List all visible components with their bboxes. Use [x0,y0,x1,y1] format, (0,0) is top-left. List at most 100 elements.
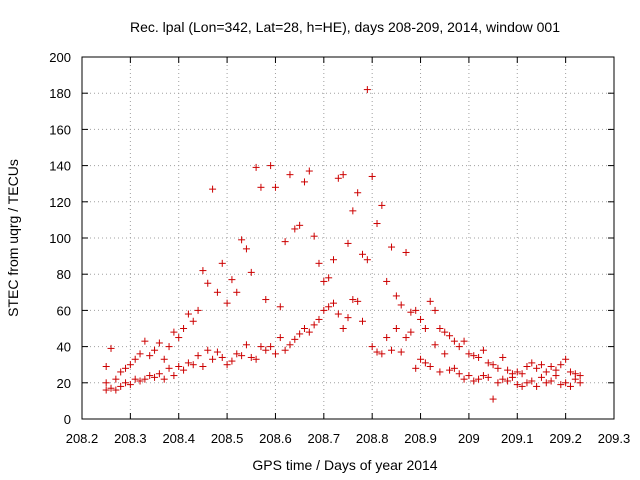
data-point [122,364,130,372]
data-point [141,375,149,383]
data-point [228,276,236,284]
data-point [388,243,396,251]
data-point [242,245,250,253]
data-point [523,379,531,387]
y-tick-labels: 0 20 40 60 80 100 120 140 160 180 200 [49,50,71,427]
data-point [315,259,323,267]
data-point [296,330,304,338]
data-point [257,343,265,351]
data-point [233,288,241,296]
data-point [562,355,570,363]
x-tick-label: 208.4 [162,431,195,446]
data-point [533,382,541,390]
data-point [242,341,250,349]
data-point [349,207,357,215]
data-point [291,335,299,343]
data-point [566,368,574,376]
data-point [194,306,202,314]
data-point [518,370,526,378]
data-point [392,325,400,332]
data-point [310,232,318,240]
data-point [566,382,574,390]
data-point [194,352,202,360]
x-tick-label: 208.7 [308,431,341,446]
data-point [247,353,255,361]
chart-title: Rec. lpal (Lon=342, Lat=28, h=HE), days … [130,19,560,35]
x-tick-label: 208.6 [259,431,292,446]
x-tick-label: 208.8 [356,431,389,446]
data-point [131,355,139,363]
x-tick-label: 208.9 [404,431,437,446]
data-point [102,363,110,371]
data-point [484,373,492,381]
data-point [576,379,584,387]
data-point [267,343,275,351]
data-point [170,372,178,380]
data-point [141,337,149,345]
data-point [204,279,212,287]
data-point [117,368,125,376]
data-point [252,163,260,171]
data-point [160,375,168,383]
grid-lines [82,57,614,419]
data-point [262,296,270,304]
data-point [489,395,497,403]
y-tick-label: 40 [57,340,71,355]
data-point [238,352,246,360]
data-point [489,361,497,369]
data-point [528,359,536,367]
x-tick-label: 209.1 [501,431,534,446]
data-point [388,346,396,354]
data-point [542,368,550,376]
data-point [151,373,159,381]
data-point [112,375,120,383]
data-point [407,308,415,316]
data-point [204,346,212,354]
data-point [349,296,357,304]
data-point [484,359,492,367]
data-point [267,162,275,170]
data-point [426,363,434,371]
data-point [334,174,342,182]
data-point [155,339,163,347]
data-point [465,350,473,358]
data-point [165,364,173,372]
data-point [436,368,444,376]
data-point [233,350,241,358]
data-point [354,189,362,197]
data-point [175,334,183,342]
data-point [281,238,289,246]
data-point [499,375,507,383]
data-point [528,377,536,385]
y-tick-label: 100 [49,231,71,246]
y-tick-label: 160 [49,122,71,137]
x-tick-labels: 208.2 208.3 208.4 208.5 208.6 208.7 208.8 208.9… [66,431,631,446]
data-point [537,361,545,369]
data-point [431,341,439,349]
data-point [271,183,279,191]
data-point [402,334,410,342]
data-point [315,315,323,323]
y-axis-title: STEC from uqrg / TECUs [5,159,21,317]
x-axis-title: GPS time / Days of year 2014 [252,457,437,473]
data-point [339,325,347,332]
data-point [542,379,550,387]
data-point [378,350,386,358]
data-point [218,259,226,267]
data-point [479,372,487,380]
data-point [213,348,221,356]
data-point [494,364,502,372]
data-point [431,306,439,314]
data-point [262,346,270,354]
data-point [373,348,381,356]
data-point [184,310,192,318]
data-point [223,299,231,307]
data-point [533,364,541,372]
data-point [247,268,255,276]
data-point [354,297,362,305]
data-point [112,386,120,394]
data-point [209,185,217,193]
data-point [363,86,371,94]
data-point [392,292,400,300]
data-point [291,225,299,233]
